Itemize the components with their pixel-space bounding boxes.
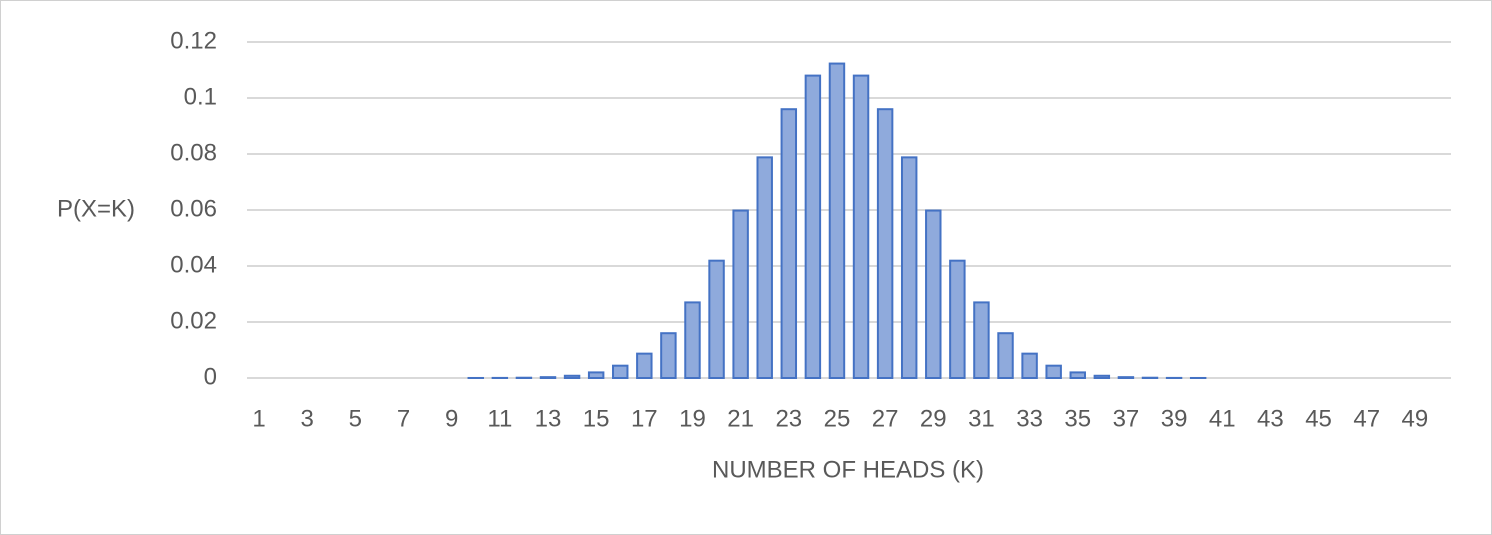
x-tick-label: 37 — [1113, 405, 1140, 432]
x-tick-label: 27 — [872, 405, 899, 432]
x-tick-label: 49 — [1402, 405, 1429, 432]
bar — [973, 301, 990, 379]
bar — [949, 259, 966, 379]
bar — [852, 74, 870, 379]
x-tick-label: 43 — [1257, 405, 1284, 432]
y-tick-label: 0.02 — [170, 307, 217, 334]
x-tick-label: 13 — [535, 405, 562, 432]
x-axis-title: NUMBER OF HEADS (K) — [712, 456, 984, 483]
bar — [900, 156, 918, 379]
bar — [828, 62, 846, 380]
bar — [587, 371, 605, 379]
bar — [1045, 364, 1062, 379]
x-tick-label: 23 — [775, 405, 802, 432]
x-tick-label: 19 — [679, 405, 706, 432]
x-tick-label: 25 — [824, 405, 851, 432]
bar — [539, 376, 557, 380]
x-tick-label: 31 — [968, 405, 995, 432]
x-tick-label: 21 — [727, 405, 754, 432]
bar — [1117, 376, 1135, 380]
y-tick-label: 0 — [204, 363, 217, 390]
bar — [660, 332, 677, 380]
y-tick-label: 0.04 — [170, 251, 217, 278]
x-tick-label: 11 — [487, 405, 512, 432]
bar — [1093, 374, 1111, 380]
x-tick-label: 15 — [583, 405, 610, 432]
y-axis-title: P(X=K) — [57, 195, 135, 222]
bar — [997, 332, 1014, 380]
x-tick-label: 7 — [397, 405, 410, 432]
x-tick-label: 33 — [1016, 405, 1043, 432]
x-tick-label: 39 — [1161, 405, 1188, 432]
x-tick-label: 29 — [920, 405, 947, 432]
x-tick-label: 35 — [1064, 405, 1091, 432]
bar — [684, 301, 701, 379]
bar — [563, 374, 581, 380]
y-tick-label: 0.06 — [170, 195, 217, 222]
y-tick-label: 0.12 — [170, 27, 217, 54]
bar — [1021, 352, 1038, 380]
bar — [612, 364, 629, 379]
bar — [804, 74, 822, 379]
x-tick-label: 47 — [1353, 405, 1380, 432]
bar — [1069, 371, 1086, 379]
x-tick-label: 45 — [1305, 405, 1332, 432]
bar — [756, 156, 773, 379]
bar — [708, 259, 725, 379]
bar — [780, 108, 798, 379]
x-tick-label: 3 — [301, 405, 314, 432]
x-tick-label: 41 — [1209, 405, 1236, 432]
y-tick-label: 0.1 — [184, 83, 217, 110]
x-tick-label: 9 — [445, 405, 458, 432]
x-tick-label: 1 — [252, 405, 265, 432]
bar — [876, 108, 894, 379]
x-tick-label: 5 — [349, 405, 362, 432]
y-tick-label: 0.08 — [170, 139, 217, 166]
bar — [925, 209, 942, 379]
bar — [732, 209, 749, 379]
bar — [636, 352, 653, 380]
x-tick-label: 17 — [631, 405, 658, 432]
